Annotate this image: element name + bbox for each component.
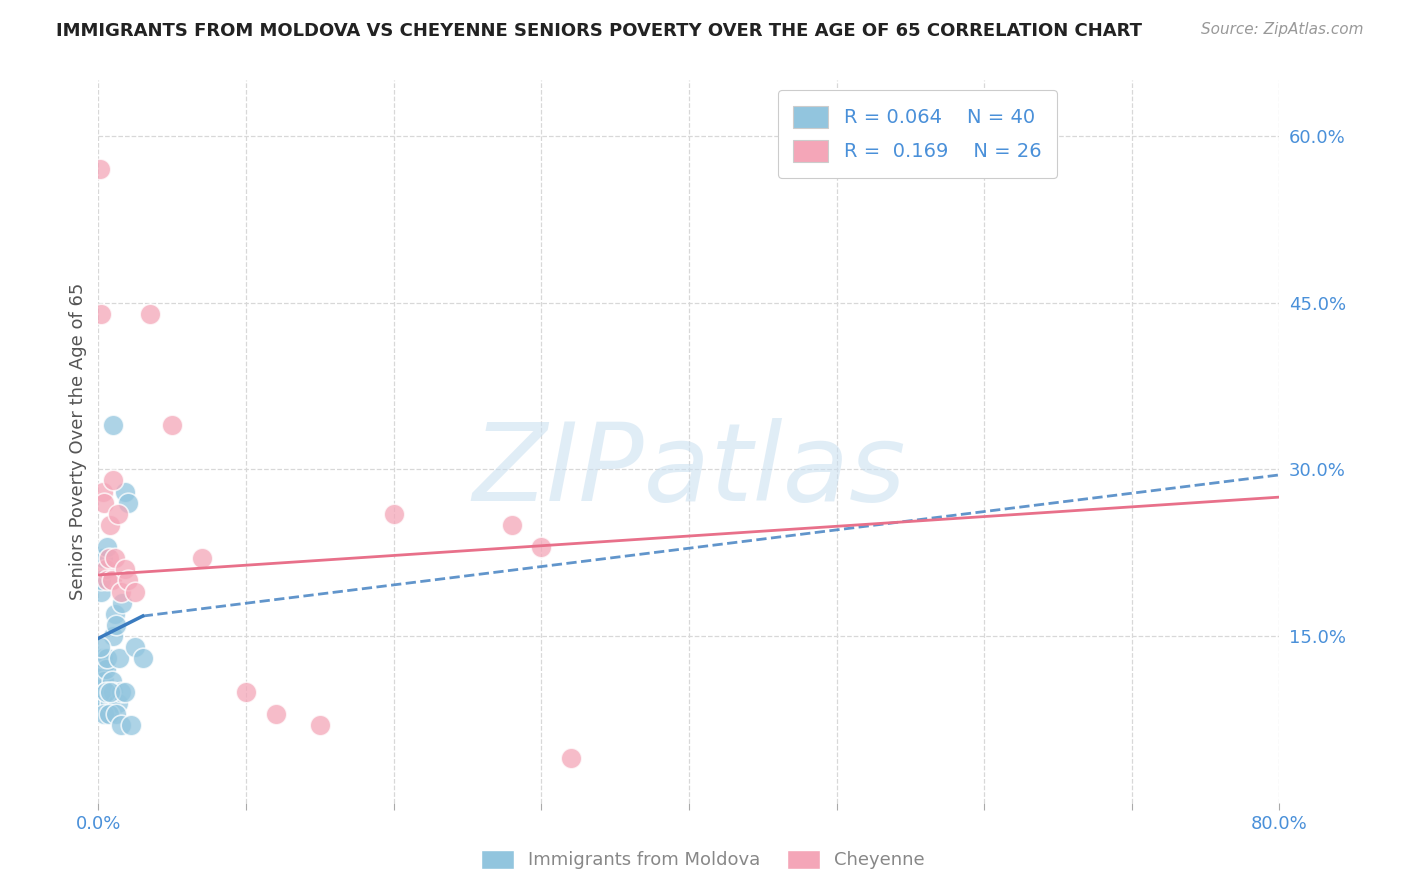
Point: [105, 618, 128, 632]
Point: [111, 596, 134, 610]
Point: [90, 684, 112, 698]
Point: [93, 696, 115, 710]
Point: [90, 584, 112, 599]
Point: [103, 684, 125, 698]
Point: [89, 640, 111, 655]
Point: [100, 574, 122, 588]
Point: [114, 484, 136, 499]
Point: [90, 574, 112, 588]
Point: [98, 684, 121, 698]
Point: [100, 673, 122, 688]
Point: [94, 684, 117, 698]
Point: [162, 417, 183, 432]
Point: [235, 684, 257, 698]
Point: [117, 496, 139, 510]
Point: [94, 562, 117, 576]
Point: [105, 706, 128, 721]
Point: [94, 684, 117, 698]
Point: [96, 574, 118, 588]
Y-axis label: Seniors Poverty Over the Age of 65: Seniors Poverty Over the Age of 65: [69, 283, 87, 600]
Point: [191, 551, 214, 566]
Text: IMMIGRANTS FROM MOLDOVA VS CHEYENNE SENIORS POVERTY OVER THE AGE OF 65 CORRELATI: IMMIGRANTS FROM MOLDOVA VS CHEYENNE SENI…: [56, 22, 1142, 40]
Point: [104, 551, 127, 566]
Point: [91, 484, 114, 499]
Point: [117, 574, 139, 588]
Point: [93, 706, 115, 721]
Legend: Immigrants from Moldova, Cheyenne: Immigrants from Moldova, Cheyenne: [472, 841, 934, 879]
Point: [93, 673, 115, 688]
Point: [309, 718, 332, 732]
Point: [96, 706, 118, 721]
Point: [97, 706, 120, 721]
Point: [97, 551, 120, 566]
Point: [91, 662, 114, 676]
Point: [560, 751, 582, 765]
Point: [501, 517, 523, 532]
Point: [382, 507, 405, 521]
Point: [124, 640, 146, 655]
Point: [132, 651, 155, 665]
Point: [107, 507, 129, 521]
Point: [120, 718, 142, 732]
Point: [110, 718, 132, 732]
Point: [110, 684, 132, 698]
Point: [90, 307, 112, 321]
Point: [98, 696, 121, 710]
Point: [98, 517, 121, 532]
Point: [94, 662, 117, 676]
Point: [264, 706, 287, 721]
Text: Source: ZipAtlas.com: Source: ZipAtlas.com: [1201, 22, 1364, 37]
Point: [93, 496, 115, 510]
Point: [103, 417, 125, 432]
Point: [124, 584, 146, 599]
Point: [91, 551, 114, 566]
Point: [107, 696, 129, 710]
Point: [104, 607, 127, 621]
Point: [91, 651, 114, 665]
Point: [97, 684, 120, 698]
Point: [103, 629, 125, 643]
Point: [110, 584, 132, 599]
Point: [114, 562, 136, 576]
Point: [139, 307, 162, 321]
Point: [103, 474, 125, 488]
Text: ZIPatlas: ZIPatlas: [472, 418, 905, 523]
Point: [108, 651, 131, 665]
Point: [530, 540, 553, 554]
Legend: R = 0.064    N = 40, R =  0.169    N = 26: R = 0.064 N = 40, R = 0.169 N = 26: [778, 90, 1057, 178]
Point: [90, 673, 112, 688]
Point: [89, 696, 111, 710]
Point: [96, 540, 118, 554]
Point: [96, 651, 118, 665]
Point: [89, 162, 111, 177]
Point: [114, 684, 136, 698]
